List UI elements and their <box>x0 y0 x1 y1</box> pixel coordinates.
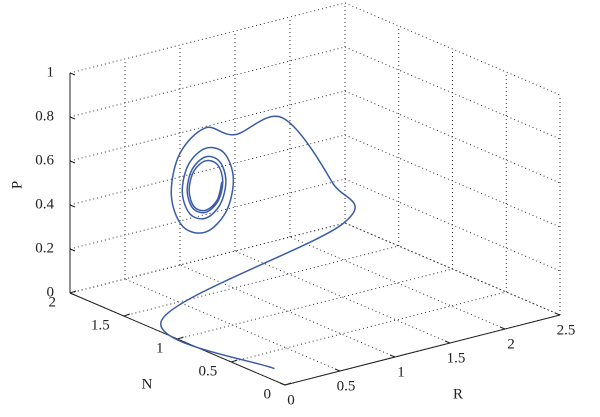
grid-line <box>69 46 346 118</box>
y-tick-label: 2 <box>49 294 57 310</box>
x-tick-label: 1.5 <box>447 350 466 366</box>
grid-line <box>344 46 561 140</box>
y-tick-label: 0 <box>264 386 272 402</box>
y-tick-label: 1 <box>156 340 164 356</box>
z-tick-label: 1 <box>47 64 55 80</box>
grid-line <box>344 178 561 272</box>
tick-mark <box>231 359 238 363</box>
tick-mark <box>177 336 184 340</box>
x-tick-label: 2 <box>507 336 515 352</box>
grid-line <box>179 264 396 358</box>
axis-line <box>284 314 561 386</box>
tick-mark <box>69 292 76 296</box>
tick-mark <box>499 326 506 330</box>
z-tick-label: 0.4 <box>35 196 54 212</box>
z-tick-label: 0.2 <box>35 240 54 256</box>
x-tick-label: 0.5 <box>337 378 356 394</box>
z-axis-label: P <box>9 181 25 189</box>
grid-line <box>69 222 346 294</box>
tick-mark <box>69 116 76 120</box>
x-tick-label: 0 <box>287 392 295 408</box>
grid-line <box>69 134 346 206</box>
z-tick-label: 0.6 <box>35 152 54 168</box>
y-tick-label: 0.5 <box>199 363 218 379</box>
tick-mark <box>554 312 561 316</box>
x-tick-label: 1 <box>397 364 405 380</box>
grid-line <box>344 222 561 316</box>
z-tick-label: 0 <box>47 284 55 300</box>
grid-line <box>69 2 346 74</box>
tick-mark <box>69 248 76 252</box>
trajectory <box>160 115 356 370</box>
grid-line <box>69 90 346 162</box>
tick-mark <box>123 313 130 317</box>
grid-line <box>344 2 561 96</box>
tick-mark <box>284 382 292 386</box>
grid-line <box>231 291 507 363</box>
grid-line <box>344 90 561 184</box>
z-tick-label: 0.8 <box>35 108 54 124</box>
grid-line <box>289 236 506 330</box>
y-tick-label: 1.5 <box>91 317 110 333</box>
tick-mark <box>69 290 77 294</box>
grid-line <box>234 250 451 344</box>
grid-line <box>123 245 399 317</box>
tick-mark <box>334 368 341 372</box>
tick-mark <box>279 382 286 386</box>
x-axis-label: R <box>453 386 463 402</box>
grid-line <box>69 178 346 250</box>
grid-line <box>69 222 346 294</box>
tick-mark <box>69 204 76 208</box>
tick-mark <box>444 340 451 344</box>
y-axis-label: N <box>142 376 153 392</box>
tick-mark <box>69 72 76 76</box>
tick-mark <box>389 354 396 358</box>
grid-line <box>177 268 453 340</box>
x-tick-label: 2.5 <box>557 322 576 338</box>
tick-mark <box>69 160 76 164</box>
grid-line <box>344 134 561 228</box>
